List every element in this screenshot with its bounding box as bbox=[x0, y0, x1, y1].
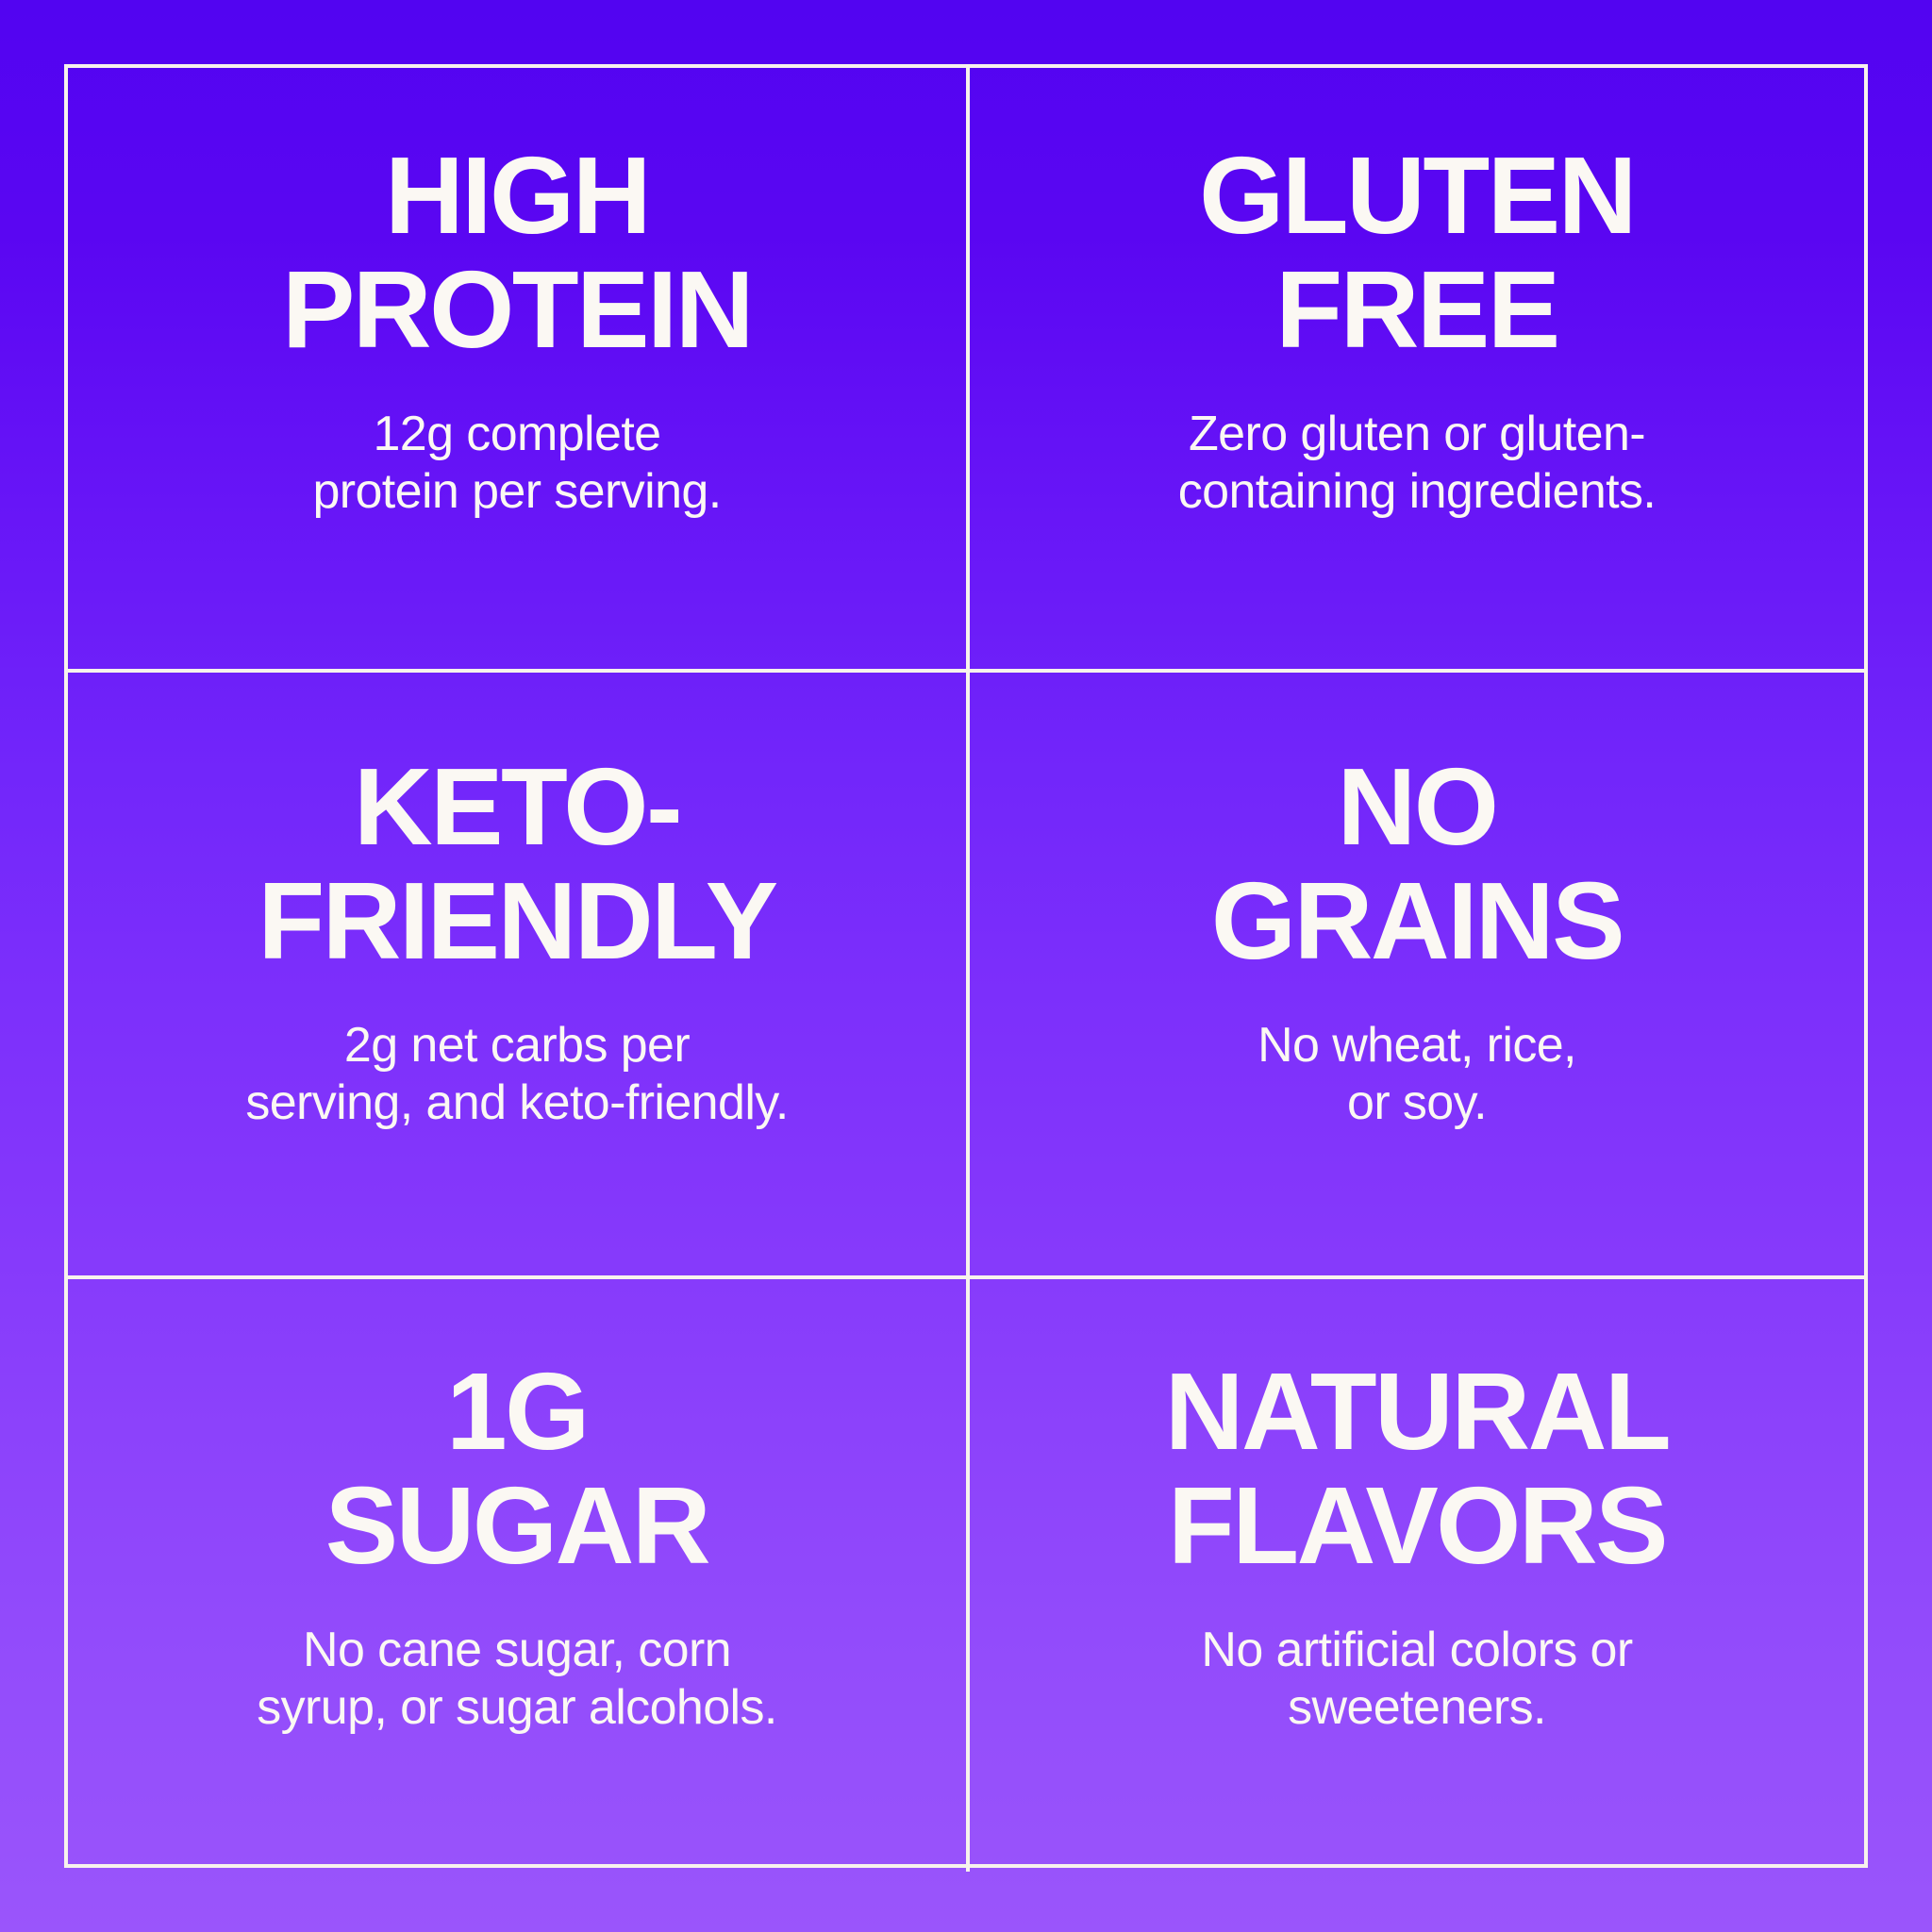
benefit-description: Zero gluten or gluten- containing ingred… bbox=[1177, 407, 1657, 520]
cell-content: HIGH PROTEIN 12g complete protein per se… bbox=[68, 68, 966, 521]
benefit-headline: KETO- FRIENDLY bbox=[258, 745, 778, 982]
benefit-description: No artificial colors or sweeteners. bbox=[1201, 1623, 1633, 1736]
benefit-cell-sugar: 1g SUGAR No cane sugar, corn syrup, or s… bbox=[68, 1275, 966, 1872]
benefit-headline: 1g SUGAR bbox=[325, 1350, 711, 1587]
benefit-cell-natural-flavors: NATURAL FLAVORS No artificial colors or … bbox=[966, 1275, 1864, 1872]
benefit-cell-keto-friendly: KETO- FRIENDLY 2g net carbs per serving,… bbox=[68, 669, 966, 1275]
benefit-description: No cane sugar, corn syrup, or sugar alco… bbox=[257, 1623, 777, 1736]
cell-content: NATURAL FLAVORS No artificial colors or … bbox=[970, 1279, 1864, 1737]
benefit-headline: HIGH PROTEIN bbox=[281, 134, 755, 371]
benefit-cell-gluten-free: GLUTEN FREE Zero gluten or gluten- conta… bbox=[966, 68, 1864, 669]
benefit-description: 2g net carbs per serving, and keto-frien… bbox=[245, 1018, 789, 1131]
benefit-headline: NATURAL FLAVORS bbox=[1164, 1350, 1672, 1587]
benefit-cell-high-protein: HIGH PROTEIN 12g complete protein per se… bbox=[68, 68, 966, 669]
benefit-description: No wheat, rice, or soy. bbox=[1257, 1018, 1576, 1131]
benefit-headline: GLUTEN FREE bbox=[1199, 134, 1637, 371]
cell-content: KETO- FRIENDLY 2g net carbs per serving,… bbox=[68, 673, 966, 1132]
benefit-headline: NO GRAINS bbox=[1210, 745, 1625, 982]
benefit-cell-no-grains: NO GRAINS No wheat, rice, or soy. bbox=[966, 669, 1864, 1275]
benefits-grid: HIGH PROTEIN 12g complete protein per se… bbox=[64, 64, 1868, 1872]
cell-content: NO GRAINS No wheat, rice, or soy. bbox=[970, 673, 1864, 1132]
benefit-description: 12g complete protein per serving. bbox=[312, 407, 722, 520]
cell-content: 1g SUGAR No cane sugar, corn syrup, or s… bbox=[68, 1279, 966, 1737]
cell-content: GLUTEN FREE Zero gluten or gluten- conta… bbox=[970, 68, 1864, 521]
